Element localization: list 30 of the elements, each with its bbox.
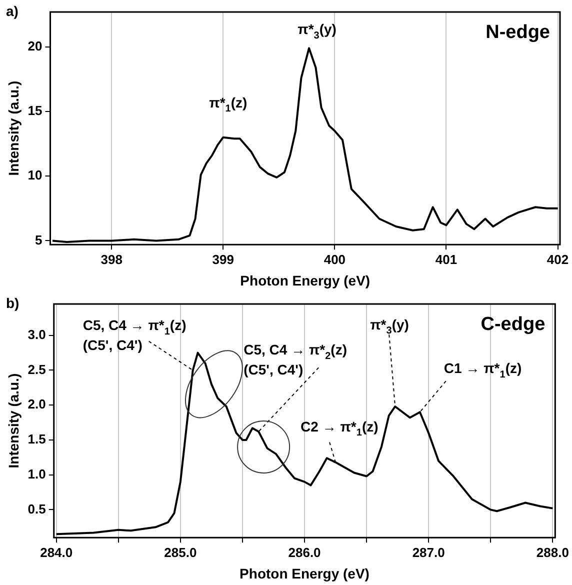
chart-title: a) <box>6 3 18 19</box>
y-axis-title: Intensity (a.u.) <box>5 373 22 468</box>
y-tick-label: 1.0 <box>28 466 46 482</box>
x-tick-label: 284.0 <box>40 544 73 560</box>
chart-title: b) <box>6 295 20 311</box>
y-tick-label: 15 <box>28 103 42 118</box>
y-tick-label: 2.0 <box>28 396 46 412</box>
annotation: (C5', C4') <box>244 362 304 378</box>
y-tick-label: 1.5 <box>28 432 46 447</box>
x-tick-label: 285.0 <box>164 544 197 560</box>
y-axis-title: Intensity (a.u.) <box>5 80 22 176</box>
annotation: N-edge <box>486 22 550 43</box>
x-tick-label: 398 <box>100 252 122 267</box>
y-tick-label: 2.5 <box>28 362 46 377</box>
x-tick-label: 288.0 <box>536 544 569 560</box>
x-axis-title: Photon Energy (eV) <box>240 565 370 582</box>
x-tick-label: 401 <box>435 252 458 267</box>
x-tick-label: 402 <box>546 252 569 267</box>
x-tick-label: 399 <box>212 252 234 267</box>
y-tick-label: 20 <box>28 38 42 54</box>
x-tick-label: 287.0 <box>412 544 445 560</box>
annotation: C-edge <box>480 314 546 335</box>
annotation: (C5', C4') <box>82 337 142 354</box>
x-axis-title: Photon Energy (eV) <box>240 272 370 288</box>
y-tick-label: 0.5 <box>28 501 46 516</box>
x-tick-label: 286.0 <box>288 544 321 560</box>
y-tick-label: 3.0 <box>28 326 46 342</box>
y-tick-label: 10 <box>28 168 42 183</box>
y-tick-label: 5 <box>35 232 42 248</box>
x-tick-label: 400 <box>324 252 346 267</box>
